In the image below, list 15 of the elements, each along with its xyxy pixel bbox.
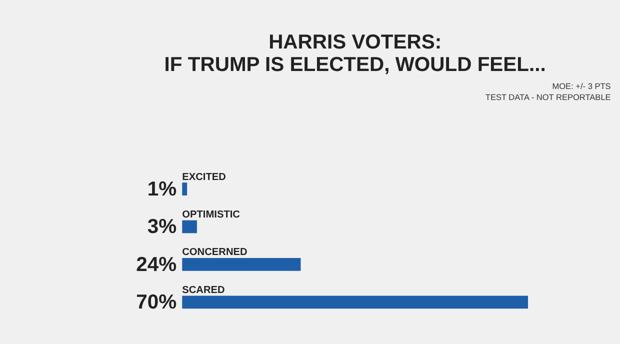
data-label: 3% xyxy=(147,216,177,238)
y-tick-label: SCARED xyxy=(182,284,225,296)
data-label: 70% xyxy=(136,292,177,314)
y-tick-label: EXCITED xyxy=(182,172,226,183)
data-label: 1% xyxy=(147,178,177,200)
bar xyxy=(182,220,197,234)
y-tick-label: CONCERNED xyxy=(182,247,248,258)
bar xyxy=(182,258,301,271)
text: TEST DATA - NOT REPORTABLE xyxy=(485,93,612,102)
bar xyxy=(182,182,188,196)
bar xyxy=(182,296,528,309)
data-label: 24% xyxy=(136,254,177,276)
chart-title: HARRIS VOTERS: IF TRUMP IS ELECTED, WOULD FEEL... xyxy=(164,32,546,76)
text: MOE: +/- 3 PTS xyxy=(552,82,612,92)
y-tick-label: OPTIMISTIC xyxy=(182,210,241,221)
